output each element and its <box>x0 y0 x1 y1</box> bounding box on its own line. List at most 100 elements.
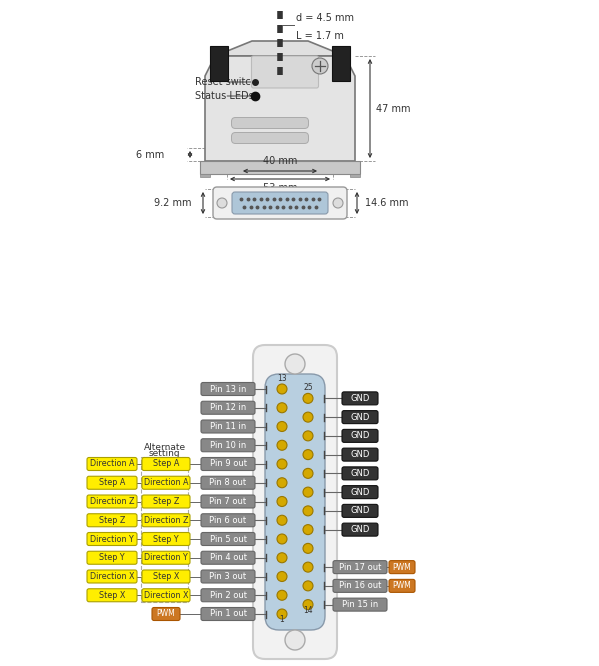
FancyBboxPatch shape <box>201 533 255 545</box>
FancyBboxPatch shape <box>87 495 137 508</box>
Text: Pin 15 in: Pin 15 in <box>342 600 378 609</box>
Text: Pin 16 out: Pin 16 out <box>339 581 381 590</box>
Text: Step Z: Step Z <box>99 515 125 525</box>
FancyBboxPatch shape <box>389 579 415 592</box>
FancyBboxPatch shape <box>87 513 137 527</box>
Text: Direction X: Direction X <box>144 591 188 600</box>
FancyBboxPatch shape <box>252 56 319 88</box>
Text: Alternate: Alternate <box>143 443 186 452</box>
Text: Direction A: Direction A <box>90 460 134 468</box>
Text: GND: GND <box>350 525 370 534</box>
FancyBboxPatch shape <box>232 192 328 214</box>
Text: GND: GND <box>350 432 370 440</box>
Bar <box>350 174 360 177</box>
FancyBboxPatch shape <box>87 570 137 583</box>
Polygon shape <box>332 46 350 81</box>
Text: PWM: PWM <box>392 581 412 590</box>
Text: d = 4.5 mm: d = 4.5 mm <box>296 13 354 23</box>
Circle shape <box>303 599 313 609</box>
Text: GND: GND <box>350 469 370 478</box>
FancyBboxPatch shape <box>342 430 378 442</box>
FancyBboxPatch shape <box>87 458 137 470</box>
Circle shape <box>277 609 287 619</box>
Circle shape <box>312 58 328 74</box>
FancyBboxPatch shape <box>333 579 387 592</box>
Text: Pin 12 in: Pin 12 in <box>210 403 246 412</box>
Circle shape <box>277 515 287 525</box>
Text: Pin 1 out: Pin 1 out <box>210 609 247 619</box>
FancyBboxPatch shape <box>201 495 255 508</box>
Circle shape <box>303 412 313 422</box>
Polygon shape <box>210 46 228 81</box>
Text: Pin 13 in: Pin 13 in <box>210 384 246 394</box>
FancyBboxPatch shape <box>253 345 337 659</box>
Circle shape <box>303 468 313 478</box>
FancyBboxPatch shape <box>342 411 378 424</box>
Text: Pin 6 out: Pin 6 out <box>210 515 247 525</box>
FancyBboxPatch shape <box>342 504 378 517</box>
Text: GND: GND <box>350 450 370 459</box>
Circle shape <box>277 553 287 563</box>
Text: 13: 13 <box>277 374 287 383</box>
FancyBboxPatch shape <box>142 551 190 564</box>
FancyBboxPatch shape <box>342 392 378 405</box>
Circle shape <box>303 543 313 553</box>
Text: 6 mm: 6 mm <box>136 149 164 159</box>
Circle shape <box>277 459 287 469</box>
Bar <box>200 174 210 177</box>
Text: GND: GND <box>350 488 370 497</box>
Text: Pin 3 out: Pin 3 out <box>210 572 247 581</box>
FancyBboxPatch shape <box>201 513 255 527</box>
Circle shape <box>285 630 305 650</box>
FancyBboxPatch shape <box>142 570 190 583</box>
Text: Pin 11 in: Pin 11 in <box>210 422 246 431</box>
Text: Pin 5 out: Pin 5 out <box>210 535 247 543</box>
FancyBboxPatch shape <box>333 598 387 611</box>
Text: 14: 14 <box>303 605 313 615</box>
Text: Reset switch: Reset switch <box>195 77 257 87</box>
FancyBboxPatch shape <box>87 476 137 490</box>
Text: Status LEDs: Status LEDs <box>195 91 254 101</box>
Circle shape <box>303 431 313 441</box>
FancyBboxPatch shape <box>342 486 378 499</box>
FancyBboxPatch shape <box>201 382 255 396</box>
Circle shape <box>303 487 313 497</box>
Polygon shape <box>205 56 355 161</box>
FancyBboxPatch shape <box>201 607 255 621</box>
FancyBboxPatch shape <box>142 589 190 602</box>
FancyBboxPatch shape <box>201 476 255 490</box>
FancyBboxPatch shape <box>87 533 137 545</box>
Text: 9.2 mm: 9.2 mm <box>155 198 192 208</box>
Text: Pin 2 out: Pin 2 out <box>210 591 247 600</box>
FancyBboxPatch shape <box>201 458 255 470</box>
Text: 47 mm: 47 mm <box>376 103 410 113</box>
FancyBboxPatch shape <box>142 495 190 508</box>
Text: setting: setting <box>149 449 180 458</box>
FancyBboxPatch shape <box>342 448 378 461</box>
Text: Step A: Step A <box>153 460 179 468</box>
Text: Step Z: Step Z <box>153 497 179 506</box>
Text: Direction Y: Direction Y <box>144 553 188 562</box>
FancyBboxPatch shape <box>201 570 255 583</box>
Circle shape <box>277 403 287 413</box>
Text: Direction Y: Direction Y <box>90 535 134 543</box>
FancyBboxPatch shape <box>142 476 190 490</box>
Text: Pin 17 out: Pin 17 out <box>339 563 381 571</box>
Circle shape <box>303 450 313 460</box>
Circle shape <box>303 506 313 516</box>
Text: 25: 25 <box>303 384 313 392</box>
Circle shape <box>303 562 313 572</box>
Text: Step Y: Step Y <box>153 535 179 543</box>
FancyBboxPatch shape <box>342 467 378 480</box>
Circle shape <box>277 571 287 581</box>
Circle shape <box>277 478 287 488</box>
Circle shape <box>333 198 343 208</box>
Text: 1: 1 <box>280 615 285 624</box>
FancyBboxPatch shape <box>142 513 190 527</box>
Text: Pin 4 out: Pin 4 out <box>210 553 247 562</box>
Circle shape <box>277 422 287 432</box>
Text: Step Y: Step Y <box>99 553 125 562</box>
FancyBboxPatch shape <box>389 561 415 573</box>
FancyBboxPatch shape <box>333 561 387 573</box>
Text: Pin 9 out: Pin 9 out <box>210 460 247 468</box>
